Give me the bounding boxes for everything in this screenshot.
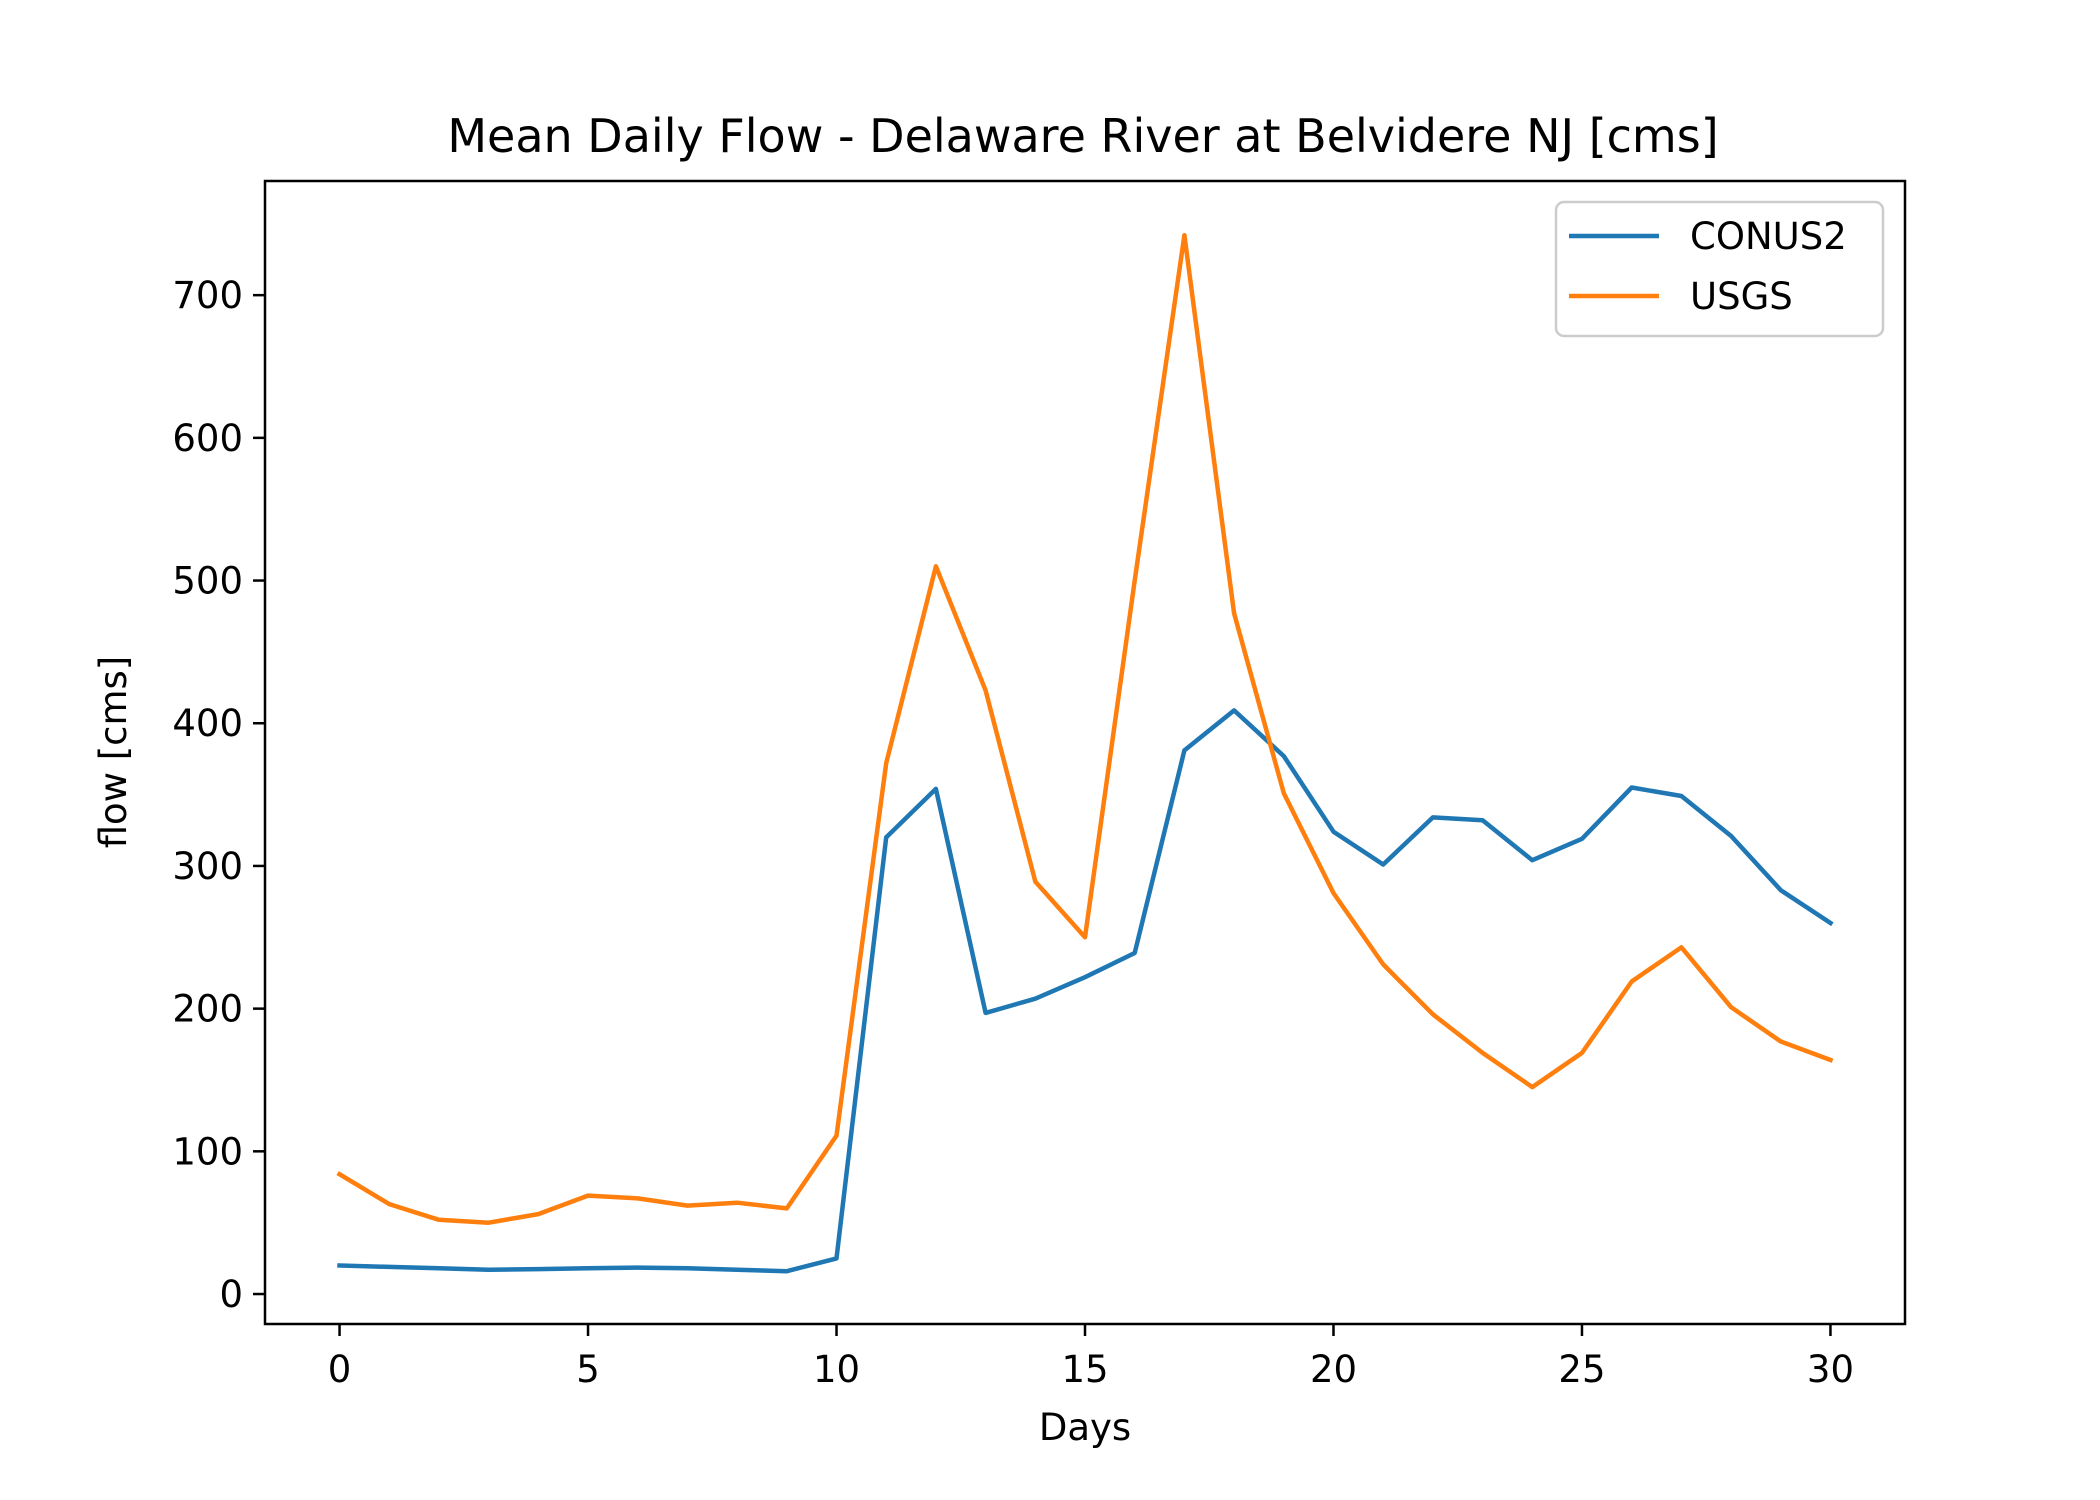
y-axis: 0 100 200 300 400 500 600 700 xyxy=(172,274,265,1316)
x-axis: 0 5 10 15 20 25 30 xyxy=(328,1324,1854,1391)
y-tick-label: 100 xyxy=(172,1130,243,1173)
y-tick-label: 400 xyxy=(172,702,243,745)
legend: CONUS2 USGS xyxy=(1554,200,1885,338)
chart-title: Mean Daily Flow - Delaware River at Belv… xyxy=(447,109,1718,163)
x-tick-label: 0 xyxy=(328,1348,352,1391)
y-tick-label: 0 xyxy=(219,1273,243,1316)
x-tick-label: 20 xyxy=(1310,1348,1357,1391)
series-line-conus2 xyxy=(337,708,1834,1274)
y-tick-label: 600 xyxy=(172,417,243,460)
legend-label-conus2: CONUS2 xyxy=(1690,215,1847,258)
x-tick-label: 25 xyxy=(1558,1348,1605,1391)
x-tick-label: 15 xyxy=(1061,1348,1108,1391)
x-tick-label: 10 xyxy=(813,1348,860,1391)
y-tick-label: 200 xyxy=(172,988,243,1031)
y-tick-label: 500 xyxy=(172,560,243,603)
y-tick-label: 700 xyxy=(172,274,243,317)
x-axis-label: Days xyxy=(1039,1406,1131,1449)
y-tick-label: 300 xyxy=(172,845,243,888)
x-tick-label: 30 xyxy=(1807,1348,1854,1391)
plot-frame xyxy=(263,179,1907,1326)
y-axis-label: flow [cms] xyxy=(92,656,135,849)
plot-series xyxy=(336,232,1834,1274)
series-line-usgs xyxy=(336,232,1834,1225)
legend-label-usgs: USGS xyxy=(1690,275,1793,318)
x-tick-label: 5 xyxy=(576,1348,600,1391)
